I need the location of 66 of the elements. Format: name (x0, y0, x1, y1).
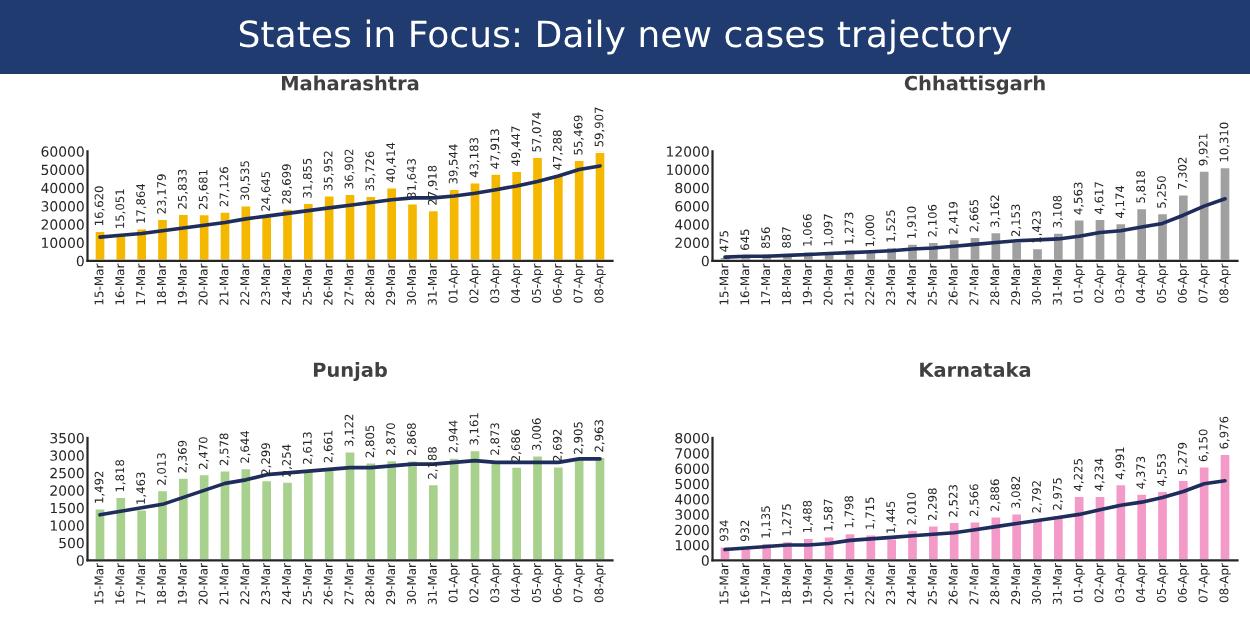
text: States in Focus: Daily new cases trajectory (239, 19, 1012, 55)
bar (92, 229, 108, 261)
bar (92, 506, 108, 561)
chart-title: Karnataka (920, 362, 1031, 378)
bar (322, 193, 337, 261)
bar (363, 460, 378, 561)
bar (197, 472, 212, 561)
bar (405, 458, 420, 561)
bar (405, 201, 420, 261)
bar (530, 155, 545, 261)
bar (1197, 464, 1212, 561)
chart-title: Chhattisgarh (904, 75, 1045, 95)
bar (1155, 489, 1170, 561)
bar (426, 208, 441, 261)
bar (1176, 192, 1191, 261)
bar (488, 172, 503, 261)
bar (1155, 211, 1170, 261)
bar (1092, 494, 1108, 561)
bar (176, 476, 191, 561)
bar (467, 180, 483, 261)
bar (426, 482, 441, 561)
bar (259, 214, 274, 261)
bar (1134, 492, 1149, 561)
bar (1176, 478, 1191, 561)
bar (176, 212, 191, 261)
bar (217, 468, 233, 561)
bar (155, 217, 170, 261)
bar (1030, 246, 1045, 261)
bar (217, 209, 233, 261)
bar (280, 480, 295, 561)
bar (1197, 168, 1212, 261)
bar (342, 192, 358, 261)
bar (551, 173, 566, 261)
bar (572, 158, 587, 261)
bar (384, 458, 399, 561)
bar (113, 495, 128, 561)
bar (509, 169, 524, 261)
bar (592, 151, 608, 261)
bar (509, 464, 524, 561)
bar (280, 207, 295, 261)
bar (1217, 452, 1233, 561)
bar (363, 194, 378, 261)
bar (1072, 494, 1087, 561)
bar (572, 457, 587, 561)
bar (238, 466, 253, 561)
bar (1113, 482, 1128, 561)
bar (447, 455, 462, 561)
bar (384, 185, 399, 261)
bar (1051, 513, 1066, 561)
bar (342, 449, 358, 561)
bar (1134, 206, 1149, 261)
bar (301, 201, 316, 261)
bar (1092, 217, 1108, 261)
bar (467, 448, 483, 561)
bar (155, 488, 170, 561)
bar (238, 203, 253, 261)
bar (530, 453, 545, 561)
bar (1030, 516, 1045, 561)
bar (134, 507, 149, 561)
chart-title: Maharashtra (282, 75, 419, 91)
bar (592, 455, 608, 561)
bar (1217, 165, 1233, 261)
bar (259, 478, 274, 561)
chart-title: Punjab (313, 362, 387, 381)
bar (447, 187, 462, 261)
bar (551, 464, 566, 561)
